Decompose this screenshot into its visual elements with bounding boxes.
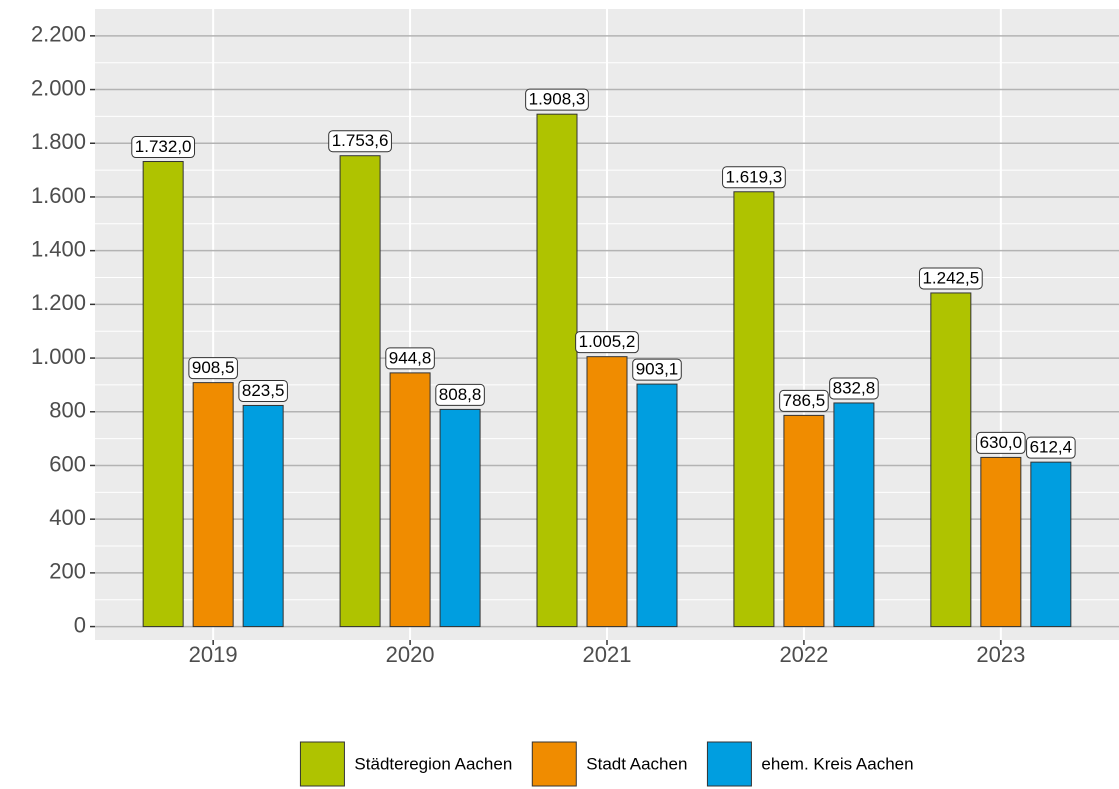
value-label-box [435, 383, 485, 406]
value-label-box [525, 88, 589, 111]
y-tick-label: 200 [49, 559, 86, 584]
bar [980, 456, 1022, 628]
value-label: 1.619,3 [726, 167, 783, 186]
value-label-box [575, 331, 639, 354]
y-tick-label: 800 [49, 398, 86, 423]
value-label: 786,5 [783, 391, 826, 410]
y-tick-label: 0 [74, 612, 86, 637]
y-tick-label: 2.000 [31, 75, 86, 100]
y-tick-label: 2.200 [31, 22, 86, 47]
legend-swatch [299, 741, 345, 787]
value-label: 1.005,2 [579, 332, 636, 351]
x-tick-label: 2023 [976, 642, 1025, 667]
legend-label: Städteregion Aachen [354, 754, 512, 773]
x-tick-label: 2020 [386, 642, 435, 667]
y-tick-label: 1.400 [31, 236, 86, 261]
value-label-box [918, 267, 983, 290]
value-label-box [188, 357, 238, 380]
y-tick-label: 600 [49, 451, 86, 476]
value-label: 808,8 [439, 385, 482, 404]
y-tick-label: 1.800 [31, 129, 86, 154]
legend-swatch [706, 741, 752, 787]
value-label: 903,1 [636, 360, 679, 379]
x-tick-label: 2021 [583, 642, 632, 667]
value-label: 908,5 [192, 358, 235, 377]
legend-label: ehem. Kreis Aachen [761, 754, 913, 773]
value-label-box [779, 389, 829, 412]
value-label-box [238, 379, 288, 402]
bar [783, 414, 825, 628]
value-label-box [976, 431, 1026, 454]
bar [142, 161, 184, 628]
value-label: 1.753,6 [332, 131, 389, 150]
bar [636, 383, 678, 628]
value-label: 944,8 [389, 348, 432, 367]
bar [389, 372, 431, 628]
y-tick-label: 1.600 [31, 183, 86, 208]
bar [586, 356, 628, 628]
value-label: 1.242,5 [922, 268, 979, 287]
value-label-box [722, 166, 786, 189]
value-label: 1.908,3 [529, 90, 586, 109]
bar [536, 113, 578, 628]
value-label: 630,0 [980, 433, 1023, 452]
value-label-box [328, 130, 392, 153]
legend-swatch [531, 741, 577, 787]
bar [192, 382, 234, 628]
y-tick-label: 400 [49, 505, 86, 530]
bar [733, 191, 775, 628]
value-label-box [632, 358, 682, 381]
value-label-box [131, 136, 196, 159]
bar [242, 404, 284, 628]
value-label: 832,8 [833, 378, 876, 397]
value-label-box [385, 347, 435, 370]
x-tick-label: 2019 [189, 642, 238, 667]
bar [833, 402, 875, 628]
bar [1030, 461, 1072, 628]
value-label-box [1026, 436, 1076, 459]
y-tick-label: 1.200 [31, 290, 86, 315]
value-label: 1.732,0 [135, 137, 192, 156]
bar [930, 292, 972, 628]
bar [339, 155, 381, 628]
x-tick-label: 2022 [779, 642, 828, 667]
value-label-box [829, 377, 879, 400]
value-label: 612,4 [1030, 438, 1073, 457]
value-label: 823,5 [242, 381, 285, 400]
bar [439, 408, 481, 628]
legend-label: Stadt Aachen [586, 754, 687, 773]
y-tick-label: 1.000 [31, 344, 86, 369]
